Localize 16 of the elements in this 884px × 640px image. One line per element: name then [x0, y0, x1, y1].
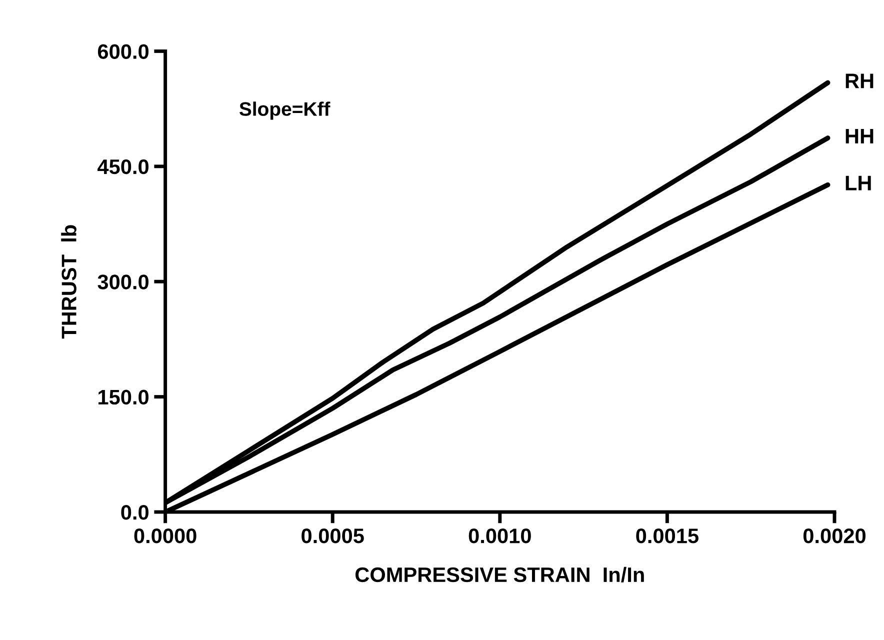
x-tick-label: 0.0015 — [636, 528, 698, 544]
x-axis-title: COMPRESSIVE STRAIN In/In — [355, 566, 644, 582]
x-tick-label: 0.0010 — [468, 528, 531, 544]
y-tick-label: 150.0 — [98, 390, 148, 405]
y-tick-label: 450.0 — [98, 159, 148, 174]
series-label: LH — [846, 176, 871, 190]
x-tick-label: 0.0020 — [803, 528, 866, 544]
x-tick-label: 0.0005 — [302, 528, 364, 544]
y-axis-title: THRUST lb — [61, 225, 76, 339]
x-tick-label: 0.0000 — [134, 528, 196, 544]
series-label: HH — [846, 129, 874, 144]
y-tick-label: 300.0 — [98, 274, 148, 290]
annotation: Slope=Kff — [239, 102, 330, 120]
series-label: RH — [846, 74, 874, 88]
y-tick-label: 0.0 — [121, 505, 148, 520]
y-tick-label: 600.0 — [98, 44, 148, 59]
